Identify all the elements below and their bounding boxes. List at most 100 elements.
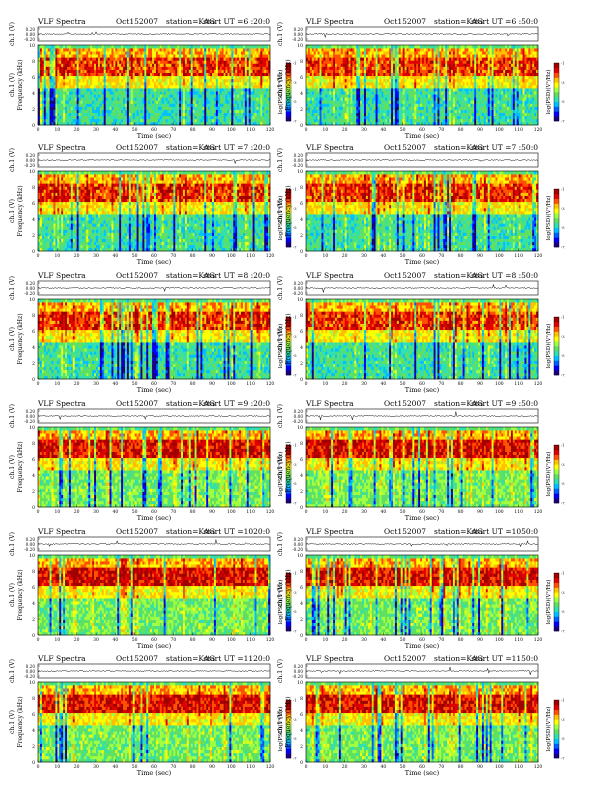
spectrogram-cell bbox=[189, 116, 191, 119]
spectrogram-cell bbox=[59, 116, 61, 119]
spectrogram-cell bbox=[200, 100, 202, 103]
spectrogram-cell bbox=[81, 110, 83, 113]
spectrogram-cell bbox=[73, 119, 75, 122]
spectrogram-cell bbox=[146, 100, 148, 103]
spectrogram-cell bbox=[214, 113, 216, 116]
spectrogram-cell bbox=[69, 116, 71, 119]
spectrogram-cell bbox=[84, 100, 86, 103]
spectrogram-cell bbox=[108, 97, 110, 100]
spectrogram-cell bbox=[82, 110, 84, 113]
spectrogram-cell bbox=[61, 119, 63, 122]
spectrogram-cell bbox=[150, 119, 152, 122]
spectrogram-cell bbox=[98, 97, 100, 100]
spectrogram-cell bbox=[144, 119, 146, 122]
spectrogram-cell bbox=[131, 119, 133, 122]
spectrogram-cell bbox=[63, 116, 65, 119]
spectrogram-cell bbox=[81, 97, 83, 100]
spectrogram-cell bbox=[127, 116, 129, 119]
spectrogram-cell bbox=[154, 103, 156, 106]
spectrogram-cell bbox=[65, 116, 67, 119]
spectrogram-cell bbox=[160, 113, 162, 116]
spectrogram-cell bbox=[166, 107, 168, 110]
spectrogram-cell bbox=[249, 107, 251, 110]
spectrogram-cell bbox=[44, 113, 46, 116]
spectrogram-cell bbox=[177, 100, 179, 103]
spectrogram-cell bbox=[154, 116, 156, 119]
spectrogram-cell bbox=[44, 119, 46, 122]
spectrogram-cell bbox=[67, 97, 69, 100]
spectrogram-cell bbox=[50, 110, 52, 113]
spectrogram-cell bbox=[61, 97, 63, 100]
spectrogram-cell bbox=[42, 100, 44, 103]
spectrogram-cell bbox=[156, 97, 158, 100]
spectrogram-cell bbox=[164, 100, 166, 103]
spectrogram-cell bbox=[57, 97, 59, 100]
spectrogram-cell bbox=[104, 97, 106, 100]
spectrogram-cell bbox=[200, 119, 202, 122]
spectrogram-cell bbox=[241, 100, 243, 103]
spectrogram-cell bbox=[231, 119, 233, 122]
spectrogram-cell bbox=[75, 107, 77, 110]
spectrogram-cell bbox=[90, 107, 92, 110]
spectrogram-cell bbox=[73, 107, 75, 110]
spectrogram-cell bbox=[150, 100, 152, 103]
spectrogram-cell bbox=[92, 116, 94, 119]
spectrogram-cell bbox=[264, 100, 266, 103]
spectrogram-cell bbox=[139, 113, 141, 116]
spectrogram-cell bbox=[137, 113, 139, 116]
spectrogram-cell bbox=[243, 116, 245, 119]
spectrogram-cell bbox=[73, 103, 75, 106]
spectrogram-cell bbox=[98, 107, 100, 110]
spectrogram-cell bbox=[125, 100, 127, 103]
spectrogram-cell bbox=[40, 119, 42, 122]
spectrogram-cell bbox=[77, 100, 79, 103]
spectrogram-cell bbox=[129, 116, 131, 119]
spectrogram-cell bbox=[59, 103, 61, 106]
spectrogram-cell bbox=[61, 100, 63, 103]
spectrogram-cell bbox=[86, 119, 88, 122]
spectrogram-cell bbox=[245, 116, 247, 119]
spectrogram-cell bbox=[69, 113, 71, 116]
spectrogram-cell bbox=[50, 116, 52, 119]
spectrogram-cell bbox=[96, 113, 98, 116]
spectrogram-cell bbox=[88, 97, 90, 100]
spectrogram-cell bbox=[79, 107, 81, 110]
spectrogram-cell bbox=[200, 116, 202, 119]
spectrogram-cell bbox=[142, 97, 144, 100]
spectrogram-cell bbox=[133, 110, 135, 113]
spectrogram-cell bbox=[59, 97, 61, 100]
spectrogram-cell bbox=[123, 97, 125, 100]
spectrogram-cell bbox=[38, 113, 40, 116]
spectrogram-cell bbox=[249, 100, 251, 103]
spectrogram-cell bbox=[142, 110, 144, 113]
spectrogram-cell bbox=[262, 110, 264, 113]
spectrogram-cell bbox=[202, 116, 204, 119]
spectrogram-cell bbox=[158, 113, 160, 116]
spectrogram-cell bbox=[131, 103, 133, 106]
spectrogram-cell bbox=[222, 119, 224, 122]
spectrogram-cell bbox=[148, 113, 150, 116]
spectrogram-cell bbox=[96, 100, 98, 103]
spectrogram-cell bbox=[239, 100, 241, 103]
spectrogram-cell bbox=[137, 103, 139, 106]
spectrogram-cell bbox=[106, 100, 108, 103]
spectrogram-cell bbox=[202, 119, 204, 122]
spectrogram-cell bbox=[117, 97, 119, 100]
spectrogram-cell bbox=[113, 97, 115, 100]
spectrogram-cell bbox=[206, 110, 208, 113]
spectrogram-cell bbox=[55, 100, 57, 103]
spectrogram-cell bbox=[231, 110, 233, 113]
spectrogram-cell bbox=[42, 119, 44, 122]
spectrogram-cell bbox=[71, 100, 73, 103]
spectrogram-cell bbox=[44, 107, 46, 110]
spectrogram-cell bbox=[241, 107, 243, 110]
spectrogram-cell bbox=[177, 107, 179, 110]
spectrogram-cell bbox=[154, 119, 156, 122]
spectrogram-cell bbox=[181, 110, 183, 113]
spectrogram-cell bbox=[73, 116, 75, 119]
spectrogram-cell bbox=[57, 116, 59, 119]
spectrogram-cell bbox=[158, 107, 160, 110]
spectrogram-cell bbox=[150, 97, 152, 100]
spectrogram-cell bbox=[173, 119, 175, 122]
spectrogram-cell bbox=[198, 116, 200, 119]
